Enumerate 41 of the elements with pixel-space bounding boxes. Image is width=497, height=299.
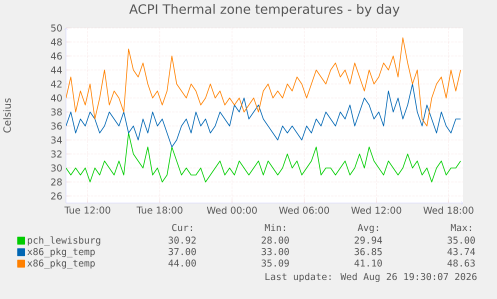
text: Avg: [358, 224, 378, 234]
legend-label: x86_pkg_temp [27, 248, 95, 258]
y-tick-label: 50 [51, 24, 62, 32]
x-tick-label: Wed 00:00 [206, 206, 257, 214]
y-axis-title: Celsius [3, 98, 11, 133]
y-tick-label: 40 [50, 94, 62, 102]
text: 48.63 [447, 259, 475, 267]
text: 36.85 [354, 248, 382, 256]
x-tick-label: Tue 12:00 [64, 206, 110, 214]
legend-label: pch_lewisburg [28, 236, 100, 246]
x-tick-label: Wed 06:00 [279, 206, 330, 214]
legend-label: x86_pkg_temp [27, 259, 95, 269]
chart-title: ACPI Thermal zone temperatures - by day [129, 4, 400, 16]
y-tick-label: 28 [51, 178, 62, 186]
text: Last update: Wed Aug 26 19:30:07 2026 [266, 272, 477, 282]
text: Max: [450, 224, 472, 232]
text: 28.00 [262, 236, 289, 244]
text: Cur: [172, 224, 192, 232]
y-tick-label: 46 [50, 52, 62, 60]
text: 33.00 [262, 248, 289, 256]
x-tick-label: Wed 12:00 [351, 206, 402, 214]
text: 29.94 [354, 236, 382, 244]
y-tick-label: 44 [50, 66, 62, 74]
y-tick-label: 30 [51, 164, 62, 172]
text: 37.00 [168, 248, 196, 256]
text: 35.09 [262, 259, 289, 267]
text: 41.10 [354, 259, 382, 267]
y-tick-label: 48 [50, 38, 62, 46]
x-tick-label: Wed 18:00 [423, 206, 474, 214]
y-tick-label: 38 [51, 108, 62, 116]
text: 43.74 [447, 248, 476, 256]
text: Min: [264, 224, 286, 231]
text: 44.00 [168, 259, 196, 267]
x-tick-label: Tue 18:00 [136, 206, 182, 214]
y-tick-label: 32 [51, 150, 62, 158]
y-tick-label: 34 [51, 136, 62, 144]
text: 35.00 [448, 236, 475, 244]
y-tick-label: 36 [51, 122, 62, 130]
y-tick-label: 42 [50, 80, 62, 88]
text: 30.92 [168, 236, 196, 244]
y-tick-label: 26 [51, 192, 62, 200]
